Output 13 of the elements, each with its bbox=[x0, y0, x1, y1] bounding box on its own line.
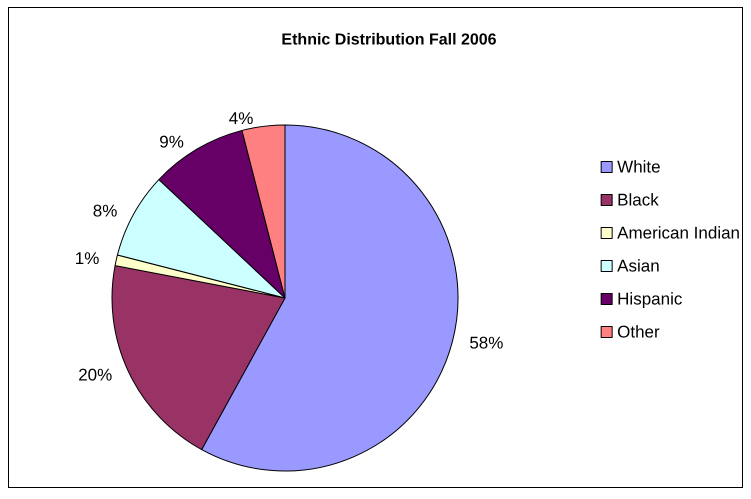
data-label: 1% bbox=[74, 249, 100, 268]
legend-label: Other bbox=[617, 322, 660, 342]
legend-label: American Indian bbox=[617, 224, 740, 242]
legend-label: Asian bbox=[617, 256, 660, 276]
data-label: 4% bbox=[228, 108, 254, 128]
chart-title: Ethnic Distribution Fall 2006 bbox=[281, 32, 497, 48]
data-label: 20% bbox=[78, 366, 112, 385]
legend-label: White bbox=[617, 158, 661, 176]
legend-label: Hispanic bbox=[617, 290, 683, 308]
data-label: 9% bbox=[159, 132, 184, 152]
data-label: 58% bbox=[469, 334, 504, 353]
legend-label: Black bbox=[617, 190, 660, 210]
data-label: 8% bbox=[92, 201, 118, 220]
